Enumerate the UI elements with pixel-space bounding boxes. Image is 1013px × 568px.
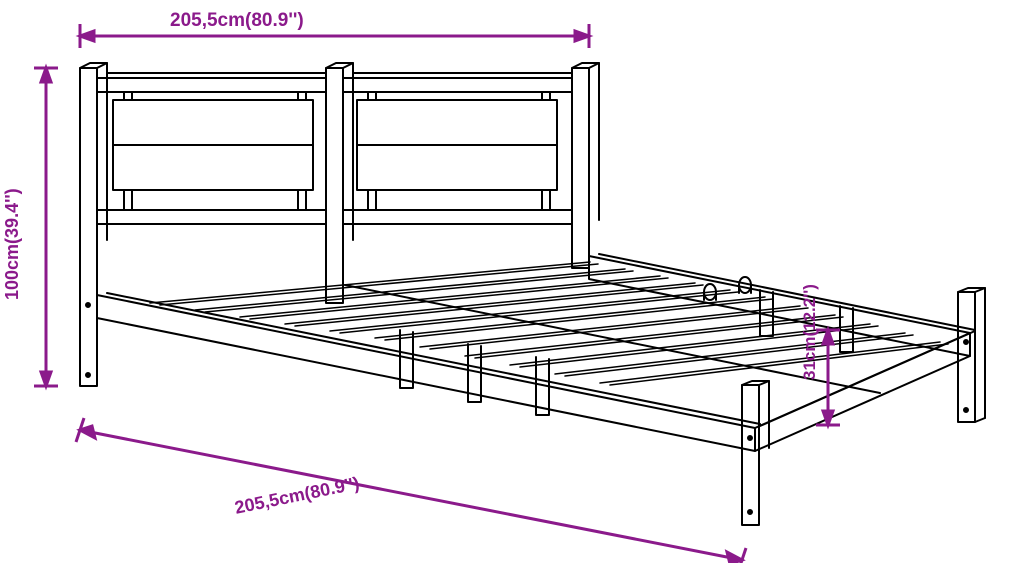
bed-frame-diagram: 205,5cm(80.9'') 100cm(39.4'') 205,5cm(80… xyxy=(0,0,1013,563)
bed-frame-svg xyxy=(0,0,1013,563)
dimension-height-label: 100cm(39.4'') xyxy=(2,188,23,300)
dimension-clearance-label: 31cm(12.2'') xyxy=(800,284,820,380)
dimension-width-label: 205,5cm(80.9'') xyxy=(170,10,304,32)
